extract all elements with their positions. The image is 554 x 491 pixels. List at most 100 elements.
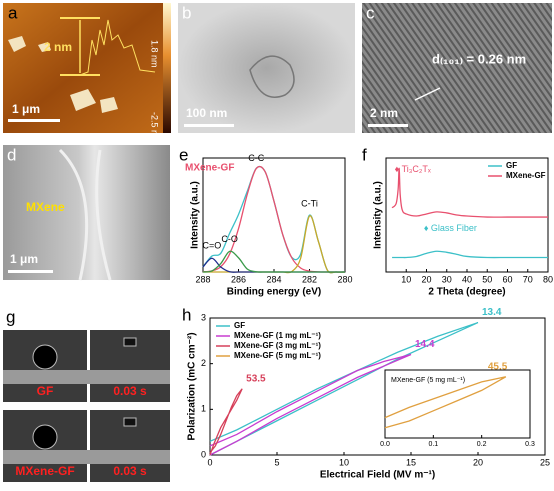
- panel-label: d: [7, 145, 16, 164]
- droplet: [32, 344, 58, 370]
- panel-label: g: [6, 307, 15, 326]
- panel-label: h: [182, 305, 191, 324]
- peak-label: C=O: [202, 241, 221, 251]
- legend-label: GF: [234, 321, 245, 330]
- legend-label: MXene-GF (3 mg mL⁻¹): [234, 341, 321, 350]
- y-tick-label: 3: [201, 312, 206, 322]
- x-tick-label: 80: [543, 274, 553, 284]
- tem-image: [178, 3, 355, 133]
- legend-label: MXene-GF (5 mg mL⁻¹): [234, 351, 321, 360]
- hrtem-image: [362, 3, 552, 133]
- series-line: [384, 376, 507, 429]
- y-tick-label: 0: [201, 449, 206, 459]
- panel-c: c d₍₁₀₁₎ = 0.26 nm 2 nm: [362, 3, 552, 133]
- panel-g: g GF 0.03 s MXene-GF 0.03 s: [3, 307, 170, 482]
- x-tick-label: 50: [482, 274, 492, 284]
- x-axis-label: 2 Theta (degree): [428, 287, 505, 298]
- inset-frame: [384, 369, 531, 439]
- legend-label: MXene-GF (1 mg mL⁻¹): [234, 331, 321, 340]
- breakdown-label: 53.5: [246, 373, 266, 384]
- lattice-spacing: d₍₁₀₁₎ = 0.26 nm: [432, 51, 526, 66]
- x-tick-label: 0: [207, 457, 212, 467]
- x-tick-label: 10: [339, 457, 349, 467]
- y-tick-label: 2: [201, 358, 206, 368]
- scale-bar: [8, 119, 60, 122]
- panel-label: f: [362, 145, 367, 164]
- x-tick-label: 70: [523, 274, 533, 284]
- flake-outline: [249, 55, 295, 98]
- series-line: [203, 215, 346, 274]
- x-axis-label: Electrical Field (MV m⁻¹): [320, 470, 435, 481]
- series-line: [209, 353, 412, 456]
- series-line: [202, 165, 345, 273]
- sample-label: GF: [37, 384, 54, 398]
- inset-title: MXene-GF (5 mg mL⁻¹): [391, 377, 465, 384]
- substrate: [3, 370, 170, 384]
- panel-a: a 2 nm 1.8 nm -2.5 nm 1 μm: [3, 3, 171, 143]
- series-line: [202, 165, 346, 274]
- needle: [123, 417, 137, 427]
- panel-b: b 100 nm: [178, 3, 355, 133]
- x-axis-label: Binding energy (eV): [227, 287, 321, 298]
- material-label: MXene: [26, 200, 65, 214]
- scale-bar-label: 100 nm: [186, 106, 227, 120]
- peak-label: C-C: [248, 153, 264, 163]
- panel-label: e: [179, 145, 188, 164]
- x-tick-label: 30: [442, 274, 452, 284]
- arrow: [414, 87, 441, 101]
- scale-bar-label: 2 nm: [370, 106, 398, 120]
- x-tick-label: 20: [421, 274, 431, 284]
- legend-label: GF: [506, 161, 517, 170]
- breakdown-label: 14.4: [415, 339, 435, 350]
- scale-bar-label: 1 μm: [12, 102, 40, 116]
- panel-d: d MXene 1 μm: [3, 145, 170, 281]
- y-axis-label: Intensity (a.u.): [190, 181, 201, 249]
- x-tick-label: 40: [462, 274, 472, 284]
- annotation: ♦ Ti₃C₂Tₓ: [395, 164, 431, 174]
- scale-bar-label: 1 μm: [10, 252, 38, 266]
- scale-bar: [184, 124, 234, 127]
- height-profile: [79, 19, 156, 76]
- annotation: ♦ Glass Fiber: [424, 223, 477, 233]
- x-tick-label: 0.1: [428, 441, 438, 448]
- y-tick-label: 1: [201, 404, 206, 414]
- flakes: [8, 36, 118, 113]
- time-label: 0.03 s: [113, 384, 147, 398]
- x-tick-label: 25: [540, 457, 550, 467]
- panel-label: b: [182, 3, 191, 22]
- legend-label: MXene-GF: [506, 171, 546, 180]
- series-line: [202, 250, 345, 273]
- afm-image: [3, 3, 163, 133]
- droplet: [32, 424, 58, 450]
- x-tick-label: 286: [231, 274, 246, 284]
- series-line: [391, 167, 548, 218]
- x-tick-label: 284: [266, 274, 281, 284]
- series-line: [392, 250, 548, 259]
- panel-label: a: [8, 3, 18, 22]
- series-line: [209, 388, 243, 456]
- substrate: [3, 450, 170, 464]
- x-tick-label: 15: [406, 457, 416, 467]
- x-tick-label: 20: [473, 457, 483, 467]
- x-tick-label: 5: [274, 457, 279, 467]
- time-label: 0.03 s: [113, 464, 147, 478]
- x-tick-label: 0.0: [380, 441, 390, 448]
- scale-bar: [8, 270, 53, 273]
- scale-bar: [368, 124, 408, 127]
- breakdown-label: 13.4: [482, 307, 502, 318]
- x-tick-label: 280: [337, 274, 352, 284]
- panel-label: c: [366, 3, 375, 22]
- sample-label: MXene-GF: [15, 464, 74, 478]
- needle: [123, 337, 137, 347]
- scale-max: 1.8 nm: [150, 40, 160, 68]
- breakdown-label: 45.5: [488, 361, 508, 372]
- plot-frame: [202, 157, 346, 273]
- x-tick-label: 288: [195, 274, 210, 284]
- plot-frame: [209, 317, 546, 456]
- x-tick-label: 10: [401, 274, 411, 284]
- scale-min: -2.5 nm: [150, 112, 160, 143]
- y-axis-label: Polarization (mC cm⁻²): [187, 332, 198, 440]
- peak-label: C-Ti: [301, 198, 318, 208]
- series-line: [209, 321, 479, 456]
